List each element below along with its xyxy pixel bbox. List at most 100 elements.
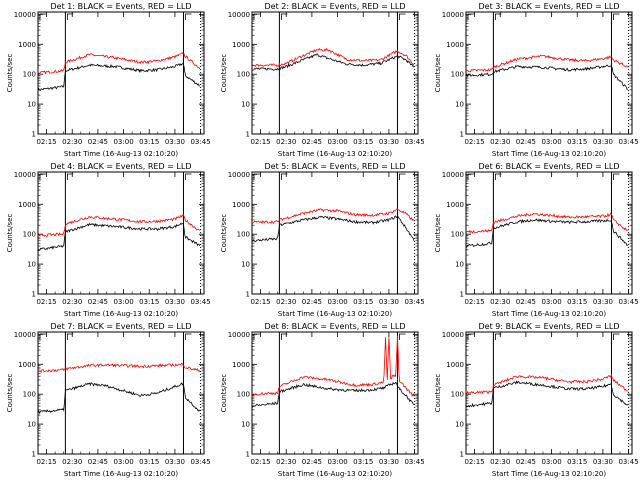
- y-tick-label: 100: [451, 231, 464, 239]
- y-axis-label: Counts/sec: [434, 214, 442, 253]
- x-axis-label: Start Time (16-Aug-13 02:10:20): [64, 150, 178, 158]
- y-tick-label: 10000: [228, 171, 250, 179]
- x-tick-label: 03:45: [190, 298, 210, 306]
- x-tick-label: 02:45: [88, 138, 108, 146]
- x-tick-label: 02:30: [276, 458, 296, 466]
- x-tick-label: 03:15: [139, 298, 159, 306]
- y-tick-label: 10000: [228, 331, 250, 339]
- x-tick-label: 02:45: [516, 298, 536, 306]
- marker-bracket: [399, 13, 406, 20]
- y-tick-label: 1: [460, 131, 464, 139]
- series-line-events: [251, 215, 415, 243]
- y-tick-label: 10: [241, 261, 250, 269]
- series-line-events: [37, 62, 201, 92]
- x-tick-label: 02:45: [302, 298, 322, 306]
- marker-bracket: [494, 333, 502, 340]
- x-tick-label: 03:00: [541, 298, 561, 306]
- y-tick-label: 1000: [446, 41, 464, 49]
- marker-bracket: [66, 333, 74, 340]
- x-tick-label: 03:30: [593, 138, 613, 146]
- marker-bracket: [613, 173, 620, 180]
- y-tick-label: 10000: [442, 171, 464, 179]
- panel-det-9: Det 9: BLACK = Events, RED = LLD Counts/s…: [434, 322, 639, 478]
- marker-bracket: [280, 173, 288, 180]
- start-bracket: [39, 333, 46, 340]
- x-tick-label: 02:30: [62, 458, 82, 466]
- panel-det-7: Det 7: BLACK = Events, RED = LLD Counts/s…: [6, 322, 211, 478]
- start-bracket: [467, 333, 474, 340]
- series-line-lld: [251, 335, 415, 398]
- marker-bracket: [185, 173, 192, 180]
- x-tick-label: 02:45: [302, 138, 322, 146]
- x-tick-label: 02:30: [62, 298, 82, 306]
- marker-bracket: [399, 333, 406, 340]
- x-tick-label: 02:30: [490, 458, 510, 466]
- y-tick-label: 1000: [18, 361, 36, 369]
- series-line-lld: [37, 52, 201, 75]
- x-tick-label: 03:30: [593, 458, 613, 466]
- x-tick-label: 02:15: [250, 138, 270, 146]
- panel-title: Det 7: BLACK = Events, RED = LLD: [51, 322, 192, 331]
- y-tick-label: 100: [237, 391, 250, 399]
- x-tick-label: 03:15: [567, 298, 587, 306]
- marker-bracket: [66, 13, 74, 20]
- x-tick-label: 02:45: [88, 298, 108, 306]
- start-bracket: [253, 173, 260, 180]
- y-tick-label: 10: [241, 421, 250, 429]
- marker-bracket: [280, 13, 288, 20]
- panel-det-6: Det 6: BLACK = Events, RED = LLD Counts/s…: [434, 162, 639, 318]
- marker-bracket: [494, 173, 502, 180]
- y-tick-label: 1: [246, 451, 250, 459]
- series-line-lld: [465, 212, 629, 234]
- plot-frame: [465, 11, 633, 135]
- series-line-events: [465, 218, 629, 248]
- panel-det-3: Det 3: BLACK = Events, RED = LLD Counts/s…: [434, 2, 639, 158]
- x-tick-label: 03:15: [567, 458, 587, 466]
- x-tick-label: 03:00: [113, 138, 133, 146]
- x-tick-label: 02:30: [276, 298, 296, 306]
- marker-bracket: [66, 173, 74, 180]
- y-tick-label: 10: [27, 421, 36, 429]
- x-tick-label: 03:30: [593, 298, 613, 306]
- x-tick-label: 02:45: [516, 458, 536, 466]
- panel-title: Det 1: BLACK = Events, RED = LLD: [51, 2, 192, 11]
- y-tick-label: 10000: [14, 331, 36, 339]
- panel-title: Det 5: BLACK = Events, RED = LLD: [265, 162, 406, 171]
- panel-det-2: Det 2: BLACK = Events, RED = LLD Counts/s…: [220, 2, 425, 158]
- panel-title: Det 6: BLACK = Events, RED = LLD: [479, 162, 620, 171]
- y-tick-label: 100: [237, 71, 250, 79]
- x-tick-label: 03:30: [379, 138, 399, 146]
- y-tick-label: 1000: [18, 201, 36, 209]
- plot-frame: [37, 171, 205, 295]
- x-axis-label: Start Time (16-Aug-13 02:10:20): [278, 310, 392, 318]
- panel-det-5: Det 5: BLACK = Events, RED = LLD Counts/s…: [220, 162, 425, 318]
- marker-bracket: [613, 333, 620, 340]
- panel-det-8: Det 8: BLACK = Events, RED = LLD Counts/s…: [220, 322, 425, 478]
- x-tick-label: 03:30: [379, 458, 399, 466]
- x-tick-label: 03:45: [404, 458, 424, 466]
- start-bracket: [39, 13, 46, 20]
- y-tick-label: 10000: [14, 171, 36, 179]
- start-bracket: [39, 173, 46, 180]
- x-tick-label: 03:45: [190, 458, 210, 466]
- x-tick-label: 02:15: [464, 458, 484, 466]
- x-tick-label: 02:15: [36, 298, 56, 306]
- panel-title: Det 2: BLACK = Events, RED = LLD: [265, 2, 406, 11]
- marker-bracket: [280, 333, 288, 340]
- y-tick-label: 1: [32, 131, 36, 139]
- x-tick-label: 03:45: [190, 138, 210, 146]
- x-axis-label: Start Time (16-Aug-13 02:10:20): [278, 470, 392, 478]
- x-tick-label: 02:15: [250, 458, 270, 466]
- x-tick-label: 02:30: [62, 138, 82, 146]
- x-tick-label: 03:45: [618, 138, 638, 146]
- x-tick-label: 03:30: [165, 458, 185, 466]
- marker-bracket: [494, 13, 502, 20]
- x-tick-label: 03:00: [541, 138, 561, 146]
- marker-bracket: [399, 173, 406, 180]
- start-bracket: [253, 333, 260, 340]
- y-tick-label: 1000: [18, 41, 36, 49]
- y-axis-label: Counts/sec: [220, 214, 228, 253]
- x-tick-label: 03:30: [165, 298, 185, 306]
- y-axis-label: Counts/sec: [6, 214, 14, 253]
- y-tick-label: 100: [23, 391, 36, 399]
